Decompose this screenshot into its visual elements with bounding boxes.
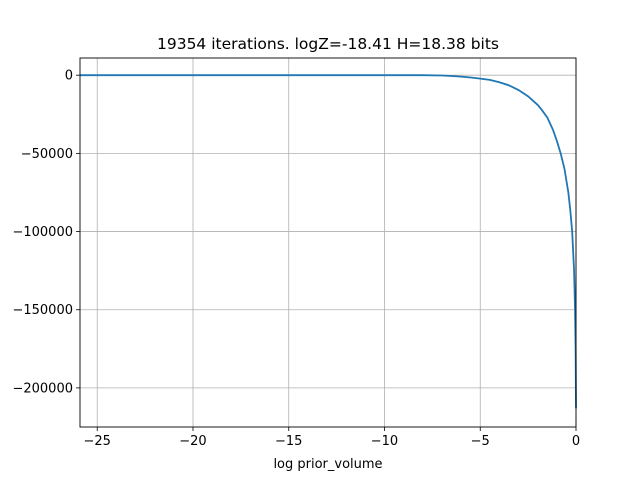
y-tick-label: −50000 [21, 147, 73, 162]
plot-frame [79, 57, 577, 428]
x-tick-label: −15 [275, 434, 302, 449]
series-layer [80, 74, 577, 409]
y-tick-label: 0 [65, 69, 73, 84]
y-tick-label: −100000 [12, 225, 73, 240]
axis-ticks: −25 −20 −15 −10 −5 0 0 −50000 −100000 −150000 −200… [12, 69, 580, 449]
y-tick-label: −150000 [12, 303, 73, 318]
x-tick-label: −5 [471, 434, 490, 449]
x-tick-label: 0 [572, 434, 580, 449]
x-tick-label: −10 [371, 434, 398, 449]
y-tick-label: −200000 [12, 381, 73, 396]
series-line [80, 74, 577, 409]
x-axis-label: log prior_volume [273, 457, 382, 472]
x-tick-label: −25 [84, 434, 111, 449]
grid [80, 58, 577, 427]
chart-title: 19354 iterations. logZ=-18.41 H=18.38 bi… [157, 35, 499, 53]
x-tick-label: −20 [179, 434, 206, 449]
